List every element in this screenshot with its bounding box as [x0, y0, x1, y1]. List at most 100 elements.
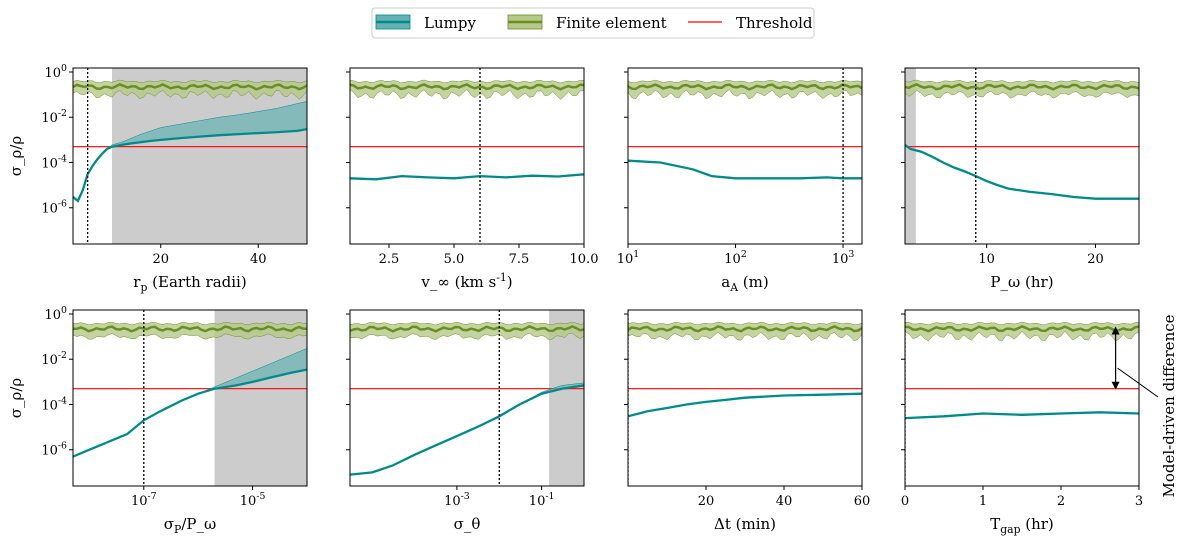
- plot-area: [628, 310, 862, 486]
- plot-area: [905, 310, 1139, 486]
- x-tick-label: 40: [776, 494, 793, 509]
- x-tick-label: 10-1: [529, 491, 555, 509]
- y-tick-label: 10-2: [41, 350, 67, 368]
- fe-line: [73, 325, 307, 333]
- chart-panel-1: 100 10-2 10-4 10-6 20 40 rp (Earth radii) σ_ρ/ρ: [7, 63, 308, 294]
- x-tick-label: 10-3: [444, 491, 470, 509]
- fe-line: [73, 83, 307, 91]
- x-axis-label: P_ω (hr): [990, 273, 1053, 291]
- x-tick-label: 102: [724, 249, 747, 267]
- x-axis-label: aA (m): [721, 273, 768, 294]
- plot-area: [73, 68, 307, 244]
- lumpy-band: [350, 382, 584, 475]
- legend-item: Lumpy: [375, 14, 476, 32]
- fe-line: [905, 325, 1139, 333]
- excluded-region: [214, 310, 307, 486]
- axes-frame: [627, 309, 863, 487]
- plot-area: [350, 310, 584, 486]
- y-axis-label: σ_ρ/ρ: [7, 136, 25, 177]
- chart-panel-3: 101 102 103 aA (m): [617, 67, 863, 294]
- axes-frame: [904, 309, 1140, 487]
- lumpy-line: [905, 143, 1139, 200]
- lumpy-line: [73, 127, 307, 203]
- model-driven-annotation: Model-driven difference: [1111, 314, 1178, 498]
- fe-band: [905, 321, 1139, 342]
- excluded-region: [112, 68, 307, 244]
- x-tick-label: 20: [698, 494, 715, 509]
- fe-band: [628, 321, 862, 342]
- legend-label: Finite element: [556, 14, 667, 32]
- axes-frame: [72, 67, 308, 245]
- x-tick-label: 10-7: [131, 491, 157, 509]
- x-axis-label: Tgap (hr): [990, 515, 1054, 536]
- chart-panel-7: 20 40 60 Δt (min): [624, 309, 871, 533]
- axes-frame: [627, 67, 863, 245]
- y-tick-label: 10-4: [41, 153, 67, 171]
- fe-line: [350, 325, 584, 333]
- lumpy-line: [350, 173, 584, 181]
- x-tick-label: 20: [1087, 252, 1104, 267]
- excluded-region: [905, 68, 916, 244]
- x-tick-label: 3: [1135, 494, 1143, 509]
- fe-line: [905, 83, 1139, 91]
- x-tick-label: 103: [832, 249, 855, 267]
- plot-area: [73, 310, 307, 486]
- x-tick-label: 10-5: [240, 491, 266, 509]
- x-axis-label: σ_θ: [454, 515, 481, 533]
- annotation-label: Model-driven difference: [1160, 314, 1178, 497]
- y-tick-label: 10-2: [41, 108, 67, 126]
- x-tick-label: 10.0: [570, 252, 599, 267]
- lumpy-line: [628, 159, 862, 180]
- fe-line: [628, 325, 862, 333]
- axes-frame: [72, 309, 308, 487]
- lumpy-line: [350, 384, 584, 476]
- chart-panel-4: 10 20 P_ω (hr): [901, 67, 1140, 291]
- fe-band: [73, 321, 307, 340]
- x-axis-label: σP/P_ω: [164, 515, 216, 536]
- x-tick-label: 5.0: [444, 252, 465, 267]
- y-tick-label: 10-6: [41, 199, 67, 217]
- axes-frame: [349, 67, 585, 245]
- chart-panel-2: 2.5 5.0 7.5 10.0 v_∞ (km s-1): [346, 67, 599, 291]
- x-tick-label: 60: [854, 494, 871, 509]
- chart-panel-5: 100 10-2 10-4 10-6 10-7 10-5 σP/P_ω σ_ρ/ρ: [7, 305, 308, 536]
- chart-panel-8: 0 1 2 3 Tgap (hr): [901, 309, 1143, 536]
- annotation-connector: [1117, 367, 1159, 398]
- x-tick-label: 20: [152, 252, 169, 267]
- x-tick-label: 1: [979, 494, 987, 509]
- arrow-head-bottom: [1111, 381, 1120, 390]
- x-tick-label: 2: [1057, 494, 1065, 509]
- lumpy-line: [73, 368, 307, 458]
- x-axis-label: Δt (min): [714, 515, 776, 533]
- axes-frame: [349, 309, 585, 487]
- x-tick-label: 0: [901, 494, 909, 509]
- x-axis-label: v_∞ (km s-1): [420, 271, 512, 291]
- fe-line: [628, 83, 862, 91]
- y-tick-label: 10-6: [41, 441, 67, 459]
- legend-label: Threshold: [736, 14, 813, 32]
- legend-item: Finite element: [507, 14, 667, 32]
- x-tick-label: 40: [250, 252, 267, 267]
- excluded-region: [549, 310, 584, 486]
- plot-area: [905, 68, 1139, 244]
- x-axis-label: rp (Earth radii): [133, 273, 246, 294]
- y-axis-label: σ_ρ/ρ: [7, 378, 25, 419]
- y-tick-label: 100: [45, 305, 68, 323]
- plot-area: [350, 68, 584, 244]
- chart-panel-6: 10-3 10-1 σ_θ: [346, 309, 585, 533]
- y-tick-label: 100: [45, 63, 68, 81]
- legend-frame: [371, 7, 815, 39]
- y-tick-label: 10-4: [41, 395, 67, 413]
- axes-frame: [904, 67, 1140, 245]
- lumpy-line: [628, 392, 862, 418]
- lumpy-line: [905, 411, 1139, 420]
- x-tick-label: 101: [617, 249, 640, 267]
- legend-label: Lumpy: [424, 14, 476, 32]
- legend-item: Threshold: [688, 14, 813, 32]
- plot-area: [628, 68, 862, 244]
- fe-band: [350, 79, 584, 100]
- x-tick-label: 10: [978, 252, 995, 267]
- fe-line: [350, 83, 584, 91]
